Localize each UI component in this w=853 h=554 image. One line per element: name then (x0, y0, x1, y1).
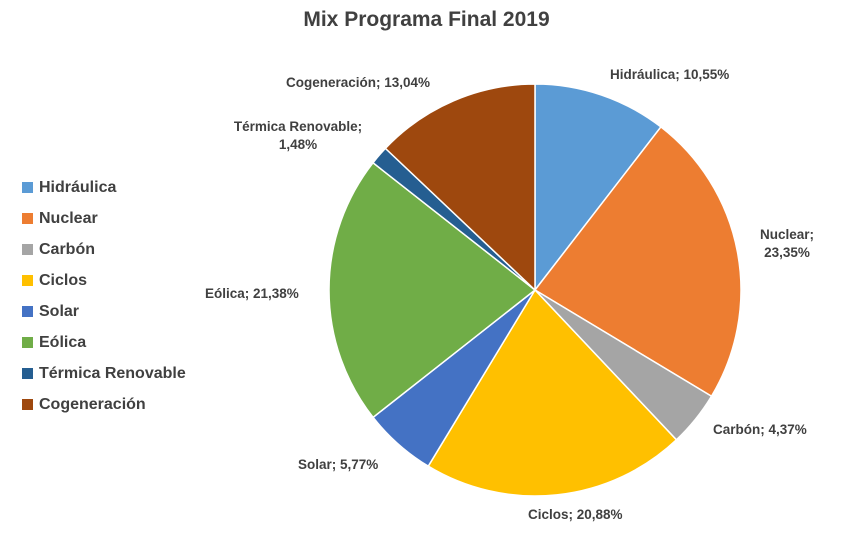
chart-title: Mix Programa Final 2019 (303, 8, 550, 31)
legend-swatch (22, 213, 33, 224)
legend-swatch (22, 306, 33, 317)
data-label-termica-renovable: Térmica Renovable; 1,48% (233, 119, 363, 152)
legend: Hidráulica Nuclear Carbón Ciclos Solar Eólica… (22, 172, 186, 420)
legend-label: Solar (39, 302, 80, 320)
legend-label: Carbón (39, 240, 95, 258)
legend-item-ciclos: Ciclos (22, 265, 186, 296)
legend-item-cogeneracion: Cogeneración (22, 389, 186, 420)
legend-swatch (22, 275, 33, 286)
legend-label: Eólica (39, 333, 87, 351)
data-label-eolica: Eólica; 21,38% (205, 286, 299, 301)
data-label-nuclear: Nuclear; 23,35% (759, 227, 815, 260)
pie-slice-hidraulica (534, 83, 662, 293)
legend-label: Térmica Renovable (39, 364, 186, 382)
legend-item-carbon: Carbón (22, 234, 186, 265)
legend-label: Hidráulica (39, 178, 117, 196)
legend-label: Nuclear (39, 209, 98, 227)
data-label-solar: Solar; 5,77% (298, 457, 379, 472)
legend-item-hidraulica: Hidráulica (22, 172, 186, 203)
legend-label: Ciclos (39, 271, 88, 289)
pie-slice-eolica (328, 161, 537, 419)
legend-swatch (22, 244, 33, 255)
legend-swatch (22, 368, 33, 379)
data-label-cogeneracion: Cogeneración; 13,04% (286, 75, 431, 90)
legend-item-eolica: Eólica (22, 327, 186, 358)
pie-slice-ciclos (427, 288, 678, 497)
legend-item-termica-renovable: Térmica Renovable (22, 358, 186, 389)
legend-item-solar: Solar (22, 296, 186, 327)
pie-slice-cogeneracion (384, 83, 536, 292)
pie-slice-nuclear (533, 125, 742, 398)
legend-swatch (22, 399, 33, 410)
legend-label: Cogeneración (39, 395, 146, 413)
legend-swatch (22, 182, 33, 193)
data-label-hidraulica: Hidráulica; 10,55% (610, 67, 730, 82)
data-label-ciclos: Ciclos; 20,88% (528, 507, 623, 522)
legend-swatch (22, 337, 33, 348)
data-label-carbon: Carbón; 4,37% (713, 422, 807, 437)
legend-item-nuclear: Nuclear (22, 203, 186, 234)
